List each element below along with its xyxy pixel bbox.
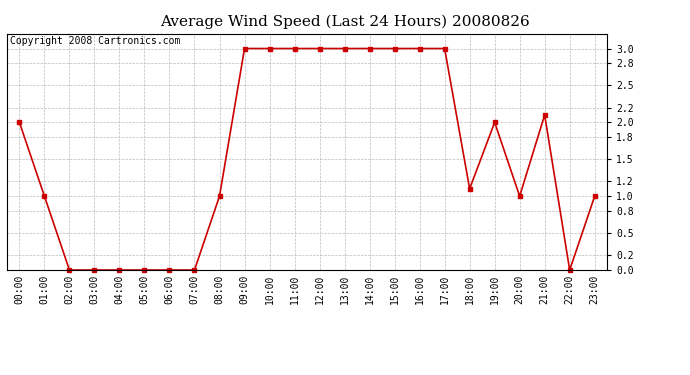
Text: Copyright 2008 Cartronics.com: Copyright 2008 Cartronics.com: [10, 36, 180, 46]
Text: Average Wind Speed (Last 24 Hours) 20080826: Average Wind Speed (Last 24 Hours) 20080…: [160, 15, 530, 29]
